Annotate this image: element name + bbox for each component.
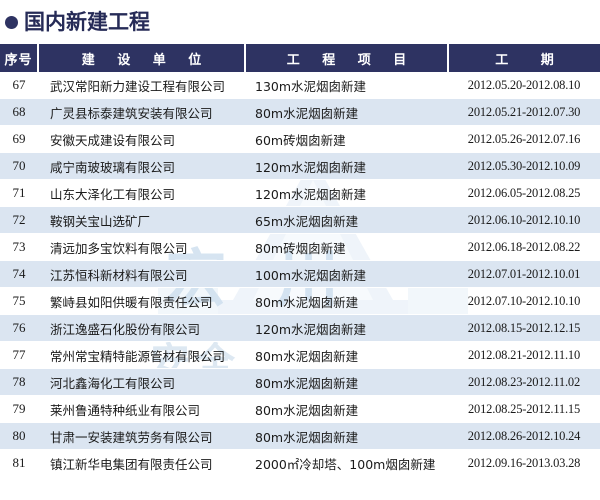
table-row[interactable]: 67 武汉常阳新力建设工程有限公司 130m水泥烟囱新建 2012.05.20-201… (0, 72, 600, 99)
column-header-date: 工 期 (448, 44, 600, 72)
cell-project: 80m水泥烟囱新建 (245, 287, 448, 315)
table-row[interactable]: 77 常州常宝精特能源管材有限公司 80m水泥烟囱新建 2012.08.21-2012… (0, 341, 600, 369)
table-row[interactable]: 73 清远加多宝饮料有限公司 80m砖烟囱新建 2012.06.18-2012.08.… (0, 233, 600, 261)
cell-no: 73 (0, 233, 38, 261)
projects-table: 序号 建 设 单 位 工 程 项 目 工 期 67 武汉常阳新力建设工程有限公司 1… (0, 44, 600, 477)
cell-project: 80m砖烟囱新建 (245, 233, 448, 261)
cell-no: 77 (0, 341, 38, 369)
table-row[interactable]: 79 莱州鲁通特种纸业有限公司 80m水泥烟囱新建 2012.08.25-2012.1… (0, 395, 600, 423)
cell-no: 75 (0, 287, 38, 315)
cell-unit: 甘肃一安装建筑劳务有限公司 (38, 422, 245, 450)
table-header-row: 序号 建 设 单 位 工 程 项 目 工 期 (0, 44, 600, 72)
cell-project: 80m水泥烟囱新建 (245, 422, 448, 450)
cell-date: 2012.08.25-2012.11.15 (448, 395, 600, 423)
cell-project: 80m水泥烟囱新建 (245, 368, 448, 396)
table-row[interactable]: 81 镇江新华电集团有限责任公司 2000㎡冷却塔、100m烟囱新建 2012.09.… (0, 449, 600, 477)
cell-project: 120m水泥烟囱新建 (245, 179, 448, 207)
column-header-project: 工 程 项 目 (245, 44, 449, 72)
cell-date: 2012.05.26-2012.07.16 (448, 125, 600, 153)
cell-date: 2012.05.30-2012.10.09 (448, 152, 600, 180)
cell-unit: 咸宁南玻玻璃有限公司 (38, 152, 245, 180)
cell-date: 2012.08.23-2012.11.02 (448, 368, 600, 396)
table-body: 67 武汉常阳新力建设工程有限公司 130m水泥烟囱新建 2012.05.20-201… (0, 72, 600, 477)
cell-unit: 繁峙县如阳供暖有限责任公司 (38, 287, 245, 315)
page-title: 国内新建工程 (0, 0, 600, 44)
cell-unit: 莱州鲁通特种纸业有限公司 (38, 395, 245, 423)
cell-no: 67 (0, 72, 38, 99)
cell-no: 78 (0, 368, 38, 396)
cell-date: 2012.06.18-2012.08.22 (448, 233, 600, 261)
table-row[interactable]: 75 繁峙县如阳供暖有限责任公司 80m水泥烟囱新建 2012.07.10-2012.… (0, 287, 600, 315)
cell-date: 2012.07.01-2012.10.01 (448, 260, 600, 288)
cell-project: 80m水泥烟囱新建 (245, 395, 448, 423)
cell-date: 2012.09.16-2013.03.28 (448, 449, 600, 477)
cell-date: 2012.08.15-2012.12.15 (448, 314, 600, 342)
cell-project: 120m水泥烟囱新建 (245, 314, 448, 342)
cell-unit: 安徽天成建设有限公司 (38, 125, 245, 153)
cell-date: 2012.06.05-2012.08.25 (448, 179, 600, 207)
cell-unit: 清远加多宝饮料有限公司 (38, 233, 245, 261)
cell-project: 80m水泥烟囱新建 (245, 341, 448, 369)
cell-date: 2012.05.21-2012.07.30 (448, 98, 600, 126)
cell-unit: 镇江新华电集团有限责任公司 (38, 449, 245, 477)
cell-project: 80m水泥烟囱新建 (245, 98, 448, 126)
table-row[interactable]: 68 广灵县标泰建筑安装有限公司 80m水泥烟囱新建 2012.05.21-2012.… (0, 98, 600, 126)
cell-project: 65m水泥烟囱新建 (245, 206, 448, 234)
cell-no: 68 (0, 98, 38, 126)
table-row[interactable]: 78 河北鑫海化工有限公司 80m水泥烟囱新建 2012.08.23-2012.11.… (0, 368, 600, 396)
cell-no: 70 (0, 152, 38, 180)
cell-unit: 武汉常阳新力建设工程有限公司 (38, 72, 245, 99)
cell-project: 2000㎡冷却塔、100m烟囱新建 (245, 449, 448, 477)
cell-project: 60m砖烟囱新建 (245, 125, 448, 153)
column-header-no: 序号 (0, 44, 39, 72)
cell-no: 80 (0, 422, 38, 450)
cell-date: 2012.08.26-2012.10.24 (448, 422, 600, 450)
table-row[interactable]: 80 甘肃一安装建筑劳务有限公司 80m水泥烟囱新建 2012.08.26-2012.… (0, 422, 600, 450)
table-row[interactable]: 71 山东大泽化工有限公司 120m水泥烟囱新建 2012.06.05-2012.08… (0, 179, 600, 207)
cell-project: 100m水泥烟囱新建 (245, 260, 448, 288)
bullet-dot-icon (5, 15, 18, 29)
cell-no: 71 (0, 179, 38, 207)
table-row[interactable]: 74 江苏恒科新材料有限公司 100m水泥烟囱新建 2012.07.01-2012.1… (0, 260, 600, 288)
cell-unit: 河北鑫海化工有限公司 (38, 368, 245, 396)
column-header-unit: 建 设 单 位 (38, 44, 246, 72)
cell-date: 2012.07.10-2012.10.10 (448, 287, 600, 315)
cell-unit: 浙江逸盛石化股份有限公司 (38, 314, 245, 342)
cell-project: 130m水泥烟囱新建 (245, 72, 448, 99)
table-row[interactable]: 70 咸宁南玻玻璃有限公司 120m水泥烟囱新建 2012.05.30-2012.10… (0, 152, 600, 180)
table-row[interactable]: 76 浙江逸盛石化股份有限公司 120m水泥烟囱新建 2012.08.15-2012.… (0, 314, 600, 342)
cell-project: 120m水泥烟囱新建 (245, 152, 448, 180)
cell-no: 79 (0, 395, 38, 423)
cell-no: 72 (0, 206, 38, 234)
cell-unit: 鞍钢关宝山选矿厂 (38, 206, 245, 234)
cell-no: 69 (0, 125, 38, 153)
cell-no: 74 (0, 260, 38, 288)
table-row[interactable]: 72 鞍钢关宝山选矿厂 65m水泥烟囱新建 2012.06.10-2012.10.10 (0, 206, 600, 234)
cell-unit: 山东大泽化工有限公司 (38, 179, 245, 207)
cell-unit: 广灵县标泰建筑安装有限公司 (38, 98, 245, 126)
table-header: 序号 建 设 单 位 工 程 项 目 工 期 (0, 44, 600, 72)
cell-date: 2012.05.20-2012.08.10 (448, 72, 600, 99)
page-title-text: 国内新建工程 (24, 9, 150, 34)
cell-no: 81 (0, 449, 38, 477)
cell-unit: 江苏恒科新材料有限公司 (38, 260, 245, 288)
cell-date: 2012.06.10-2012.10.10 (448, 206, 600, 234)
table-row[interactable]: 69 安徽天成建设有限公司 60m砖烟囱新建 2012.05.26-2012.07.1… (0, 125, 600, 153)
cell-unit: 常州常宝精特能源管材有限公司 (38, 341, 245, 369)
cell-date: 2012.08.21-2012.11.10 (448, 341, 600, 369)
cell-no: 76 (0, 314, 38, 342)
